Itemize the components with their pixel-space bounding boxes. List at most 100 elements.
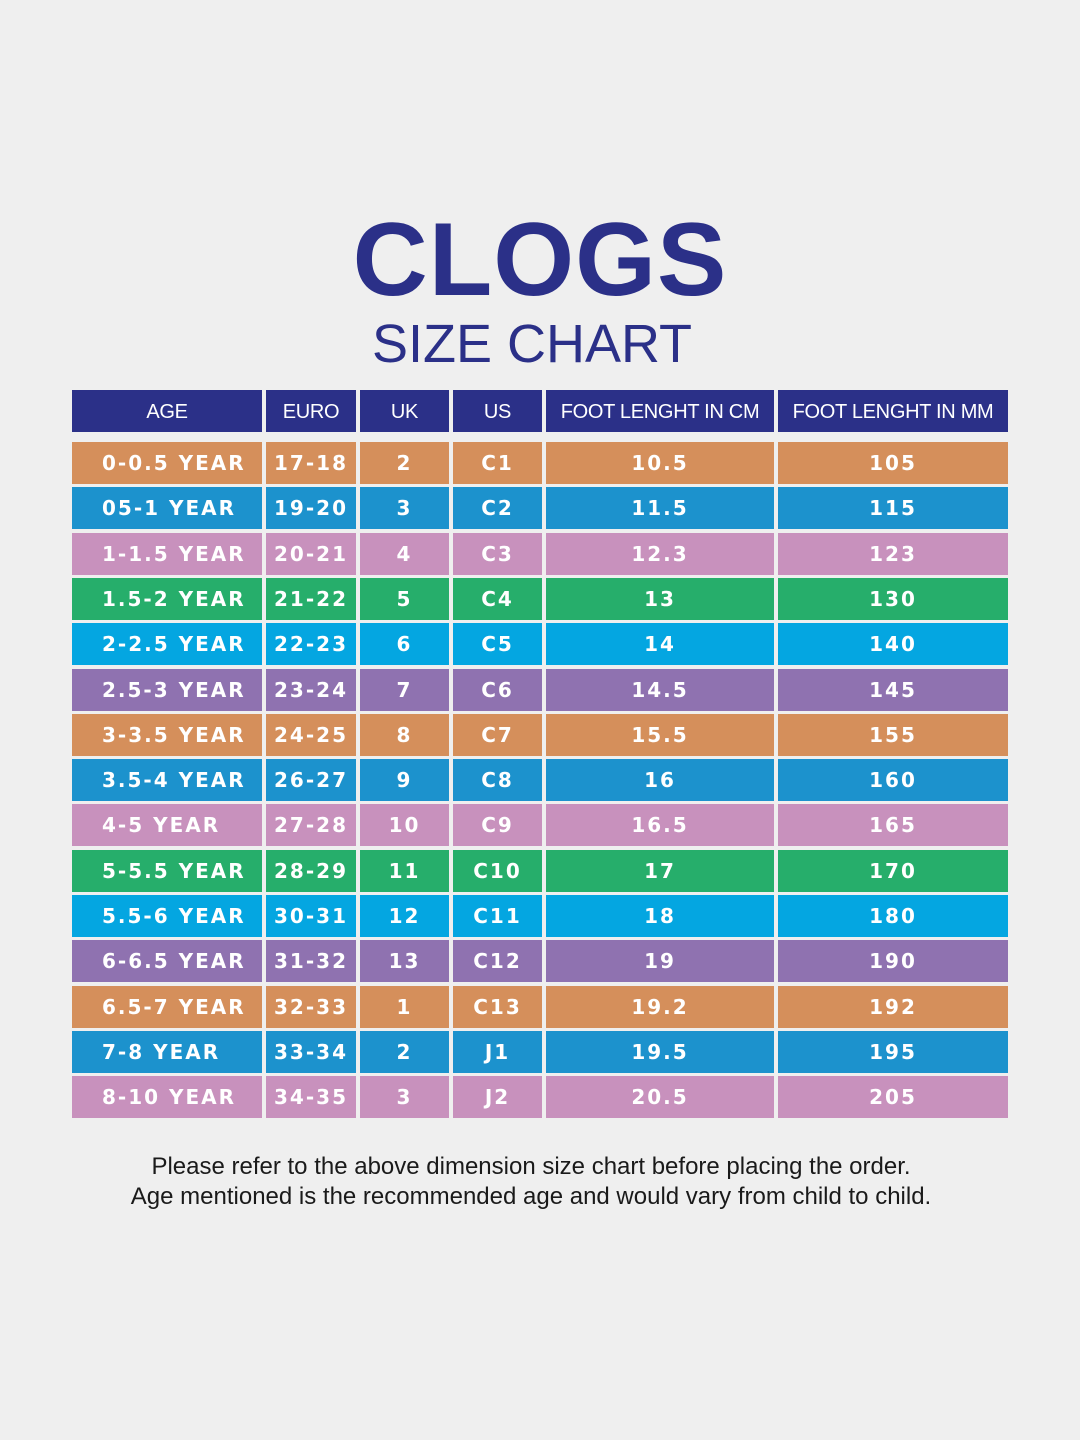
table-row: 7-8 YEAR 33-34 2 J1 19.5 195 (72, 1031, 1008, 1073)
cell-uk: 13 (360, 940, 449, 982)
cell-euro: 31-32 (266, 940, 356, 982)
table-row: 0-0.5 YEAR 17-18 2 C1 10.5 105 (72, 442, 1008, 484)
cell-uk: 8 (360, 714, 449, 756)
cell-foot-length-cm: 11.5 (546, 487, 774, 529)
cell-foot-length-mm: 170 (778, 850, 1008, 892)
table-row: 4-5 YEAR 27-28 10 C9 16.5 165 (72, 804, 1008, 846)
table-row: 1.5-2 YEAR 21-22 5 C4 13 130 (72, 578, 1008, 620)
cell-uk: 12 (360, 895, 449, 937)
cell-euro: 26-27 (266, 759, 356, 801)
cell-foot-length-mm: 165 (778, 804, 1008, 846)
cell-age: 2.5-3 YEAR (72, 669, 262, 711)
cell-foot-length-cm: 14 (546, 623, 774, 665)
cell-foot-length-mm: 195 (778, 1031, 1008, 1073)
cell-us: C7 (453, 714, 542, 756)
cell-uk: 3 (360, 487, 449, 529)
table-header-row: AGE EURO UK US FOOT LENGHT IN CM FOOT LE… (72, 390, 1008, 432)
cell-us: J2 (453, 1076, 542, 1118)
cell-age: 5.5-6 YEAR (72, 895, 262, 937)
cell-us: C10 (453, 850, 542, 892)
cell-foot-length-cm: 17 (546, 850, 774, 892)
header-us: US (453, 390, 542, 432)
table-row: 1-1.5 YEAR 20-21 4 C3 12.3 123 (72, 533, 1008, 575)
table-row: 5.5-6 YEAR 30-31 12 C11 18 180 (72, 895, 1008, 937)
cell-age: 4-5 YEAR (72, 804, 262, 846)
note-line-1: Please refer to the above dimension size… (151, 1153, 911, 1180)
table-row: 2-2.5 YEAR 22-23 6 C5 14 140 (72, 623, 1008, 665)
cell-foot-length-mm: 160 (778, 759, 1008, 801)
cell-us: C13 (453, 986, 542, 1028)
cell-euro: 20-21 (266, 533, 356, 575)
cell-us: C9 (453, 804, 542, 846)
cell-age: 0-0.5 YEAR (72, 442, 262, 484)
cell-foot-length-mm: 192 (778, 986, 1008, 1028)
header-foot-length-cm: FOOT LENGHT IN CM (546, 390, 774, 432)
cell-foot-length-cm: 19 (546, 940, 774, 982)
cell-uk: 7 (360, 669, 449, 711)
cell-foot-length-cm: 10.5 (546, 442, 774, 484)
cell-euro: 24-25 (266, 714, 356, 756)
cell-foot-length-mm: 140 (778, 623, 1008, 665)
cell-age: 7-8 YEAR (72, 1031, 262, 1073)
cell-foot-length-cm: 16 (546, 759, 774, 801)
cell-foot-length-mm: 105 (778, 442, 1008, 484)
header-uk: UK (360, 390, 449, 432)
table-row: 3.5-4 YEAR 26-27 9 C8 16 160 (72, 759, 1008, 801)
cell-us: C4 (453, 578, 542, 620)
cell-euro: 34-35 (266, 1076, 356, 1118)
cell-age: 1.5-2 YEAR (72, 578, 262, 620)
cell-age: 6-6.5 YEAR (72, 940, 262, 982)
cell-uk: 5 (360, 578, 449, 620)
cell-age: 3-3.5 YEAR (72, 714, 262, 756)
cell-age: 6.5-7 YEAR (72, 986, 262, 1028)
cell-euro: 23-24 (266, 669, 356, 711)
cell-uk: 2 (360, 1031, 449, 1073)
cell-foot-length-mm: 180 (778, 895, 1008, 937)
cell-foot-length-cm: 14.5 (546, 669, 774, 711)
cell-foot-length-cm: 19.2 (546, 986, 774, 1028)
cell-age: 2-2.5 YEAR (72, 623, 262, 665)
cell-euro: 33-34 (266, 1031, 356, 1073)
table-row: 2.5-3 YEAR 23-24 7 C6 14.5 145 (72, 669, 1008, 711)
cell-uk: 3 (360, 1076, 449, 1118)
cell-age: 1-1.5 YEAR (72, 533, 262, 575)
cell-euro: 30-31 (266, 895, 356, 937)
cell-us: C12 (453, 940, 542, 982)
table-row: 6-6.5 YEAR 31-32 13 C12 19 190 (72, 940, 1008, 982)
cell-uk: 9 (360, 759, 449, 801)
table-row: 6.5-7 YEAR 32-33 1 C13 19.2 192 (72, 986, 1008, 1028)
cell-foot-length-mm: 145 (778, 669, 1008, 711)
cell-us: J1 (453, 1031, 542, 1073)
header-foot-length-mm: FOOT LENGHT IN MM (778, 390, 1008, 432)
chart-subtitle: SIZE CHART (371, 314, 693, 374)
cell-euro: 27-28 (266, 804, 356, 846)
table-row: 5-5.5 YEAR 28-29 11 C10 17 170 (72, 850, 1008, 892)
cell-foot-length-mm: 123 (778, 533, 1008, 575)
cell-uk: 4 (360, 533, 449, 575)
cell-foot-length-cm: 15.5 (546, 714, 774, 756)
cell-foot-length-cm: 19.5 (546, 1031, 774, 1073)
cell-uk: 2 (360, 442, 449, 484)
header-euro: EURO (266, 390, 356, 432)
cell-uk: 10 (360, 804, 449, 846)
cell-foot-length-cm: 16.5 (546, 804, 774, 846)
table-row: 8-10 YEAR 34-35 3 J2 20.5 205 (72, 1076, 1008, 1118)
header-age: AGE (72, 390, 262, 432)
cell-euro: 21-22 (266, 578, 356, 620)
cell-euro: 22-23 (266, 623, 356, 665)
cell-euro: 19-20 (266, 487, 356, 529)
cell-foot-length-cm: 13 (546, 578, 774, 620)
cell-us: C1 (453, 442, 542, 484)
cell-foot-length-mm: 190 (778, 940, 1008, 982)
note-line-2: Age mentioned is the recommended age and… (130, 1183, 932, 1210)
cell-us: C5 (453, 623, 542, 665)
cell-age: 5-5.5 YEAR (72, 850, 262, 892)
cell-uk: 1 (360, 986, 449, 1028)
cell-age: 05-1 YEAR (72, 487, 262, 529)
chart-title: CLOGS (352, 202, 728, 318)
cell-euro: 32-33 (266, 986, 356, 1028)
cell-foot-length-cm: 20.5 (546, 1076, 774, 1118)
table-row: 3-3.5 YEAR 24-25 8 C7 15.5 155 (72, 714, 1008, 756)
cell-foot-length-mm: 130 (778, 578, 1008, 620)
cell-us: C6 (453, 669, 542, 711)
